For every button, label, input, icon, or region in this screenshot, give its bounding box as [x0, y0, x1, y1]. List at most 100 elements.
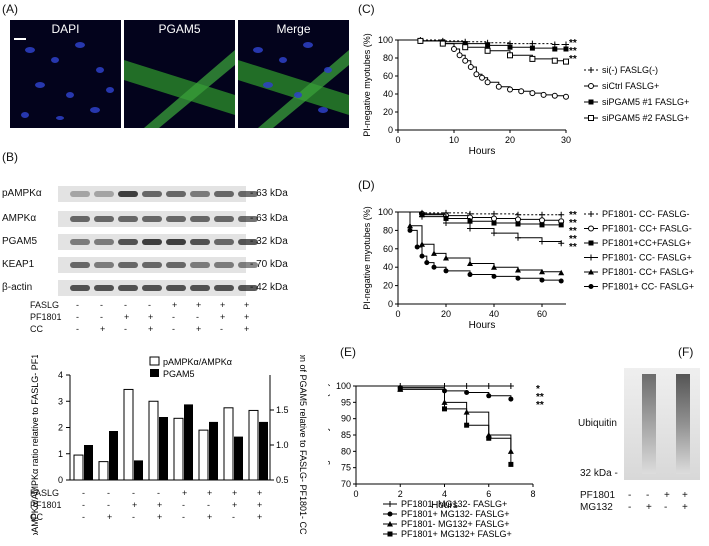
data-point: [485, 383, 492, 389]
blot-band: [214, 239, 234, 245]
significance-mark: **: [569, 46, 577, 57]
survival-chart-c: 0 20 40 60 80 100 0 10 20 30 Hours PI-negative myot…: [362, 33, 689, 157]
y-axis-title: pAMPKα/AMPKα ratio relative to FASLG- PF…: [30, 355, 40, 535]
data-point: [588, 99, 594, 105]
data-point: [539, 268, 545, 275]
kda-marker: - 63 kDa: [250, 213, 288, 224]
data-point: [539, 211, 545, 218]
condition-sign: -: [76, 312, 79, 322]
data-point: [407, 227, 413, 233]
x-tick-label: 60: [537, 309, 547, 319]
data-point: [558, 240, 565, 247]
data-point: [588, 115, 594, 121]
data-point: [467, 64, 474, 70]
blot-row-label: pAMPKα: [2, 188, 42, 199]
data-point: [473, 71, 480, 78]
blot-band: [142, 262, 162, 268]
blot-strip: [58, 234, 258, 250]
data-point: [539, 277, 545, 283]
blot-band: [166, 191, 186, 197]
data-point: [558, 269, 565, 276]
condition-sign: -: [76, 300, 79, 310]
data-point: [552, 46, 558, 52]
blot-band: [94, 239, 114, 245]
data-point: [558, 222, 564, 228]
data-point: [588, 269, 594, 275]
data-point: [515, 216, 521, 223]
blot-band: [94, 285, 114, 291]
data-point: [491, 264, 497, 270]
data-point: [439, 40, 446, 47]
dapi-nuclei: [14, 38, 114, 120]
condition-sign: -: [124, 324, 127, 334]
significance-mark: **: [569, 54, 577, 65]
data-point: [442, 406, 447, 412]
condition-sign: -: [664, 502, 668, 513]
data-point: [467, 272, 473, 278]
y-tick-label: 0: [388, 299, 393, 309]
condition-sign: -: [132, 488, 135, 498]
data-point: [462, 44, 469, 51]
legend-label: PF1801- MG132+ FASLG+: [401, 519, 510, 529]
condition-sign: -: [107, 500, 110, 510]
data-point: [486, 435, 492, 441]
significance-mark: **: [569, 210, 577, 221]
blot-band: [118, 285, 138, 291]
legend-swatch-pampk: [149, 356, 160, 366]
bar-pgam5: [209, 421, 218, 480]
blot-band: [70, 191, 90, 197]
significance-mark: **: [569, 234, 577, 245]
y-tick-label: 40: [383, 89, 393, 99]
blot-band: [238, 262, 258, 268]
data-point: [588, 254, 594, 261]
blot-band: [238, 239, 258, 245]
y-tick-label: 85: [341, 430, 351, 440]
blot-band: [142, 239, 162, 245]
condition-sign: +: [100, 324, 106, 334]
blot-row-label: KEAP1: [2, 259, 35, 270]
condition-sign: +: [157, 512, 163, 522]
data-point: [539, 238, 545, 245]
y-tick-label: 100: [378, 207, 393, 217]
condition-sign: +: [244, 300, 250, 310]
blot-band: [70, 262, 90, 268]
data-point: [467, 225, 473, 232]
series-line: [398, 211, 562, 281]
legend-label: si(-) FASLG(-): [602, 65, 658, 75]
blot-band: [214, 262, 234, 268]
data-point: [484, 79, 491, 86]
blot-band: [166, 262, 186, 268]
bar-pgam5: [159, 417, 168, 480]
blot-band: [118, 216, 138, 222]
blot-band: [166, 239, 186, 245]
legend-label: siCtrl FASLG+: [602, 81, 659, 91]
legend-label-pampk: pAMPKα/AMPKα: [163, 357, 232, 367]
data-point: [588, 211, 594, 217]
data-point: [387, 521, 393, 527]
y-axis-title: PI-negative myotubes (%): [328, 383, 330, 487]
x-tick-label: 20: [441, 309, 451, 319]
y-tick-label: 60: [383, 71, 393, 81]
blot-strip: [58, 257, 258, 273]
condition-sign: -: [100, 312, 103, 322]
data-point: [515, 234, 521, 241]
data-point: [588, 83, 594, 89]
x-tick-label: 0: [353, 489, 358, 499]
x-tick-label: 30: [561, 135, 571, 145]
condition-sign: +: [646, 502, 652, 513]
y-tick-label: 90: [341, 414, 351, 424]
data-point: [563, 58, 569, 65]
y-tick-label: 100: [336, 381, 351, 391]
condition-sign: +: [148, 312, 154, 322]
blot-row-label: AMPKα: [2, 213, 37, 224]
y-tick-label: 2: [58, 423, 63, 433]
ubiquitin-lane: [642, 374, 656, 474]
data-point: [467, 218, 473, 224]
bar-pgam5: [109, 431, 118, 480]
condition-sign: -: [232, 512, 235, 522]
condition-sign: +: [257, 500, 263, 510]
kda-marker: - 70 kDa: [250, 259, 288, 270]
kda-marker: - 42 kDa: [250, 282, 288, 293]
marker-32kda: 32 kDa -: [580, 468, 618, 479]
blot-band: [238, 191, 258, 197]
